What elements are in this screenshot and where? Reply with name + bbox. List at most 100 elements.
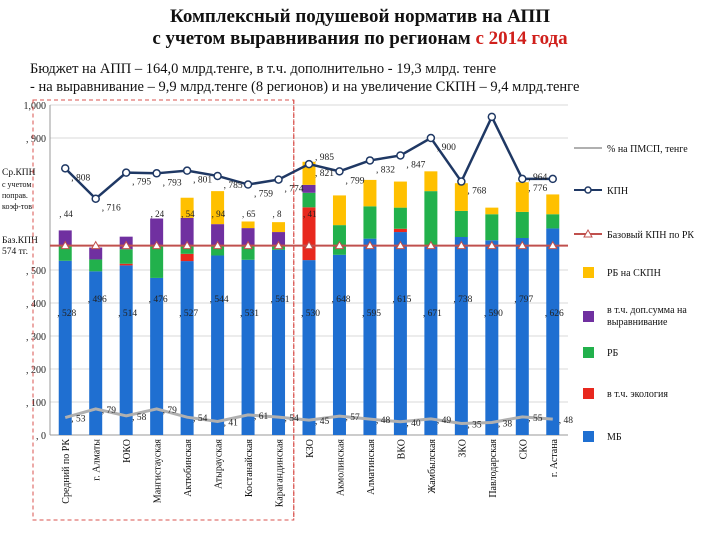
kpn-marker: [121, 168, 131, 177]
bar-segment-mb: [546, 228, 560, 435]
title-accent-year: с 2014 года: [475, 28, 568, 49]
mb-data-label: , 626: [545, 309, 564, 319]
base-kpn-marker: [304, 240, 314, 250]
bar-segment-eco: [393, 228, 407, 233]
bar-segment-mb: [363, 238, 377, 435]
mb-data-label: , 527: [179, 309, 198, 319]
base-kpn-marker: [517, 240, 528, 250]
avg-kpn-label: Ср.КПН: [2, 168, 36, 178]
kpn-marker: [518, 174, 527, 184]
pmsp-data-label: , 57: [345, 413, 360, 423]
bar-segment-lev: [302, 184, 316, 193]
legend-label: РБ на СКПН: [607, 268, 661, 279]
legend-marker-base: [583, 228, 593, 238]
x-category-label: Жамбылская: [427, 439, 438, 494]
pmsp-data-label: , 48: [559, 416, 574, 426]
pmsp-data-label: , 41: [224, 418, 239, 428]
segment-data-label: , 94: [212, 209, 226, 219]
base-kpn-marker: [60, 240, 71, 250]
bar-segment-mb: [241, 259, 255, 435]
bar-segment-eco: [180, 253, 194, 262]
legend-swatch-eco: [583, 388, 594, 399]
bar-segment-mb: [150, 277, 164, 435]
bar-segment-mb: [332, 254, 346, 435]
mb-data-label: , 496: [88, 295, 107, 305]
pmsp-data-label: , 61: [254, 412, 269, 422]
bar-segment-rb: [180, 245, 194, 254]
bar-segment-skpn: [393, 181, 407, 208]
y-tick-label: , 500: [26, 266, 46, 277]
mb-data-label: , 531: [240, 309, 259, 319]
bar-segment-rb: [515, 211, 529, 238]
bar-segment-lev: [211, 224, 225, 246]
kpn-marker: [396, 151, 405, 160]
pmsp-data-label: , 48: [376, 416, 391, 426]
base-kpn-marker: [486, 240, 497, 250]
segment-data-label: , 8: [273, 209, 283, 219]
legend-label: % на ПМСП, тенге: [607, 144, 688, 155]
kpn-data-label: , 821: [315, 169, 334, 179]
x-category-label: Костанайская: [244, 439, 255, 498]
kpn-data-label: , 774: [285, 185, 304, 195]
legend-label-cont: выравнивание: [607, 317, 668, 328]
kpn-data-label: , 793: [163, 178, 182, 188]
avg-kpn-detail: с учетом поправ. коэф-тов: [2, 180, 32, 211]
pmsp-data-label: , 54: [193, 414, 208, 424]
bar-segment-skpn: [363, 179, 377, 207]
region-group-frame: [32, 99, 295, 521]
mb-data-label: , 595: [362, 309, 381, 319]
base-kpn-marker: [426, 240, 436, 250]
legend-label: Базовый КПН по РК: [607, 230, 694, 241]
y-tick-label: , 100: [26, 398, 46, 409]
kpn-marker: [487, 112, 497, 122]
kpn-data-label: , 900: [437, 143, 456, 153]
bar-segment-mb: [485, 240, 499, 435]
bar-segment-skpn: [546, 194, 560, 215]
legend-label: в т.ч. экология: [607, 389, 668, 400]
bar-segment-mb: [454, 237, 468, 435]
legend-label: РБ: [607, 348, 619, 359]
bar-segment-rb: [454, 210, 468, 237]
y-tick-label: , 0: [36, 431, 46, 442]
base-kpn-marker: [334, 240, 345, 250]
bar-segment-rb: [424, 191, 438, 247]
x-category-label: Мангистауская: [153, 439, 164, 504]
bar-segment-mb: [302, 260, 316, 435]
segment-data-label: , 24: [151, 209, 165, 219]
segment-data-label: , 44: [59, 209, 73, 219]
pmsp-data-label: , 55: [528, 414, 543, 424]
bar-segment-mb: [515, 237, 529, 435]
pmsp-data-label: , 58: [132, 413, 147, 423]
bar-segment-mb: [393, 232, 407, 435]
bar-segment-skpn: [332, 195, 346, 226]
bar-segment-rb: [363, 206, 377, 239]
bar-segment-rb: [332, 225, 346, 255]
legend-swatch-rb: [583, 347, 594, 358]
bar-segment-rb: [485, 214, 499, 241]
bar-segment-skpn: [424, 171, 438, 192]
bar-segment-mb: [89, 271, 103, 435]
kpn-marker: [548, 174, 558, 184]
x-category-label: Павлодарская: [488, 439, 499, 498]
x-category-label: Атырауская: [214, 439, 225, 489]
mb-data-label: , 648: [331, 295, 350, 305]
segment-data-label: , 41: [303, 209, 317, 219]
x-category-label: Карагандинская: [275, 439, 286, 508]
bar-segment-mb: [424, 246, 438, 435]
pmsp-data-label: , 54: [285, 414, 300, 424]
legend-label: МБ: [607, 432, 622, 443]
pmsp-data-label: , 49: [437, 416, 452, 426]
kpn-data-label: , 776: [528, 184, 547, 194]
pmsp-data-label: , 38: [498, 419, 512, 429]
kpn-marker: [91, 194, 100, 203]
segment-data-label: , 54: [181, 209, 195, 219]
kpn-marker: [213, 171, 222, 181]
base-kpn-marker: [90, 240, 101, 250]
bar-segment-rb: [89, 259, 103, 272]
mb-data-label: , 590: [484, 309, 503, 319]
legend-swatch-lev: [583, 311, 594, 322]
kpn-marker: [365, 156, 375, 165]
x-category-label: ЗКО: [457, 439, 468, 458]
x-category-label: ЮКО: [122, 439, 133, 463]
